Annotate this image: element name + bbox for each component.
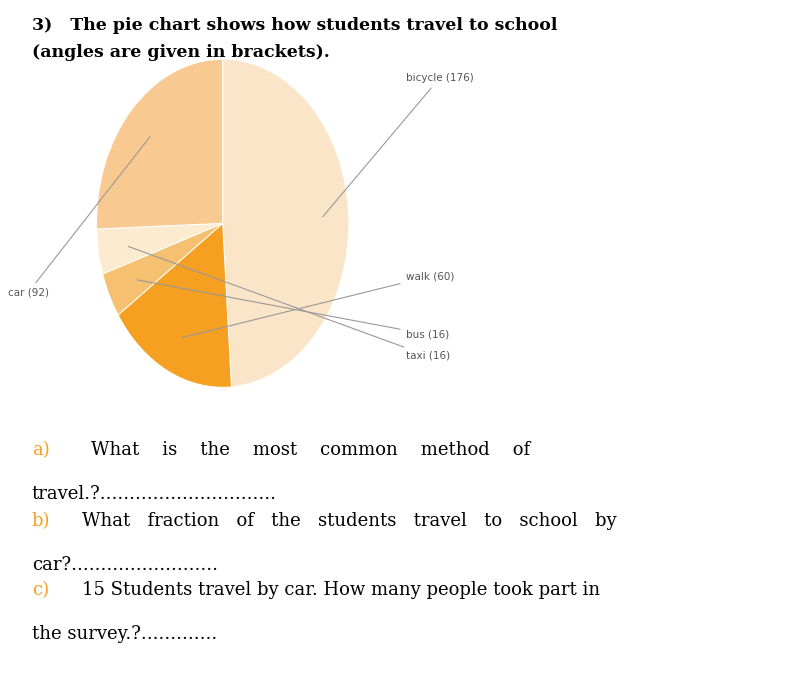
Text: (angles are given in brackets).: (angles are given in brackets). [32, 44, 330, 61]
Text: the survey.?.............: the survey.?............. [32, 625, 217, 643]
Wedge shape [102, 223, 222, 315]
Text: travel.?..............................: travel.?.............................. [32, 485, 277, 503]
Text: What    is    the    most    common    method    of: What is the most common method of [91, 441, 530, 460]
Text: bicycle (176): bicycle (176) [323, 73, 473, 217]
Wedge shape [97, 59, 222, 229]
Text: 15 Students travel by car. How many people took part in: 15 Students travel by car. How many peop… [82, 581, 600, 599]
Wedge shape [222, 59, 349, 387]
Text: 3)   The pie chart shows how students travel to school: 3) The pie chart shows how students trav… [32, 17, 557, 34]
Text: taxi (16): taxi (16) [129, 247, 449, 361]
Text: car (92): car (92) [7, 137, 150, 298]
Text: walk (60): walk (60) [182, 271, 454, 338]
Wedge shape [97, 223, 222, 274]
Wedge shape [118, 223, 231, 388]
Text: car?.........................: car?......................... [32, 556, 218, 574]
Text: a): a) [32, 441, 49, 460]
Text: c): c) [32, 581, 49, 599]
Text: b): b) [32, 512, 50, 530]
Text: bus (16): bus (16) [137, 280, 449, 339]
Text: What   fraction   of   the   students   travel   to   school   by: What fraction of the students travel to … [82, 512, 616, 530]
